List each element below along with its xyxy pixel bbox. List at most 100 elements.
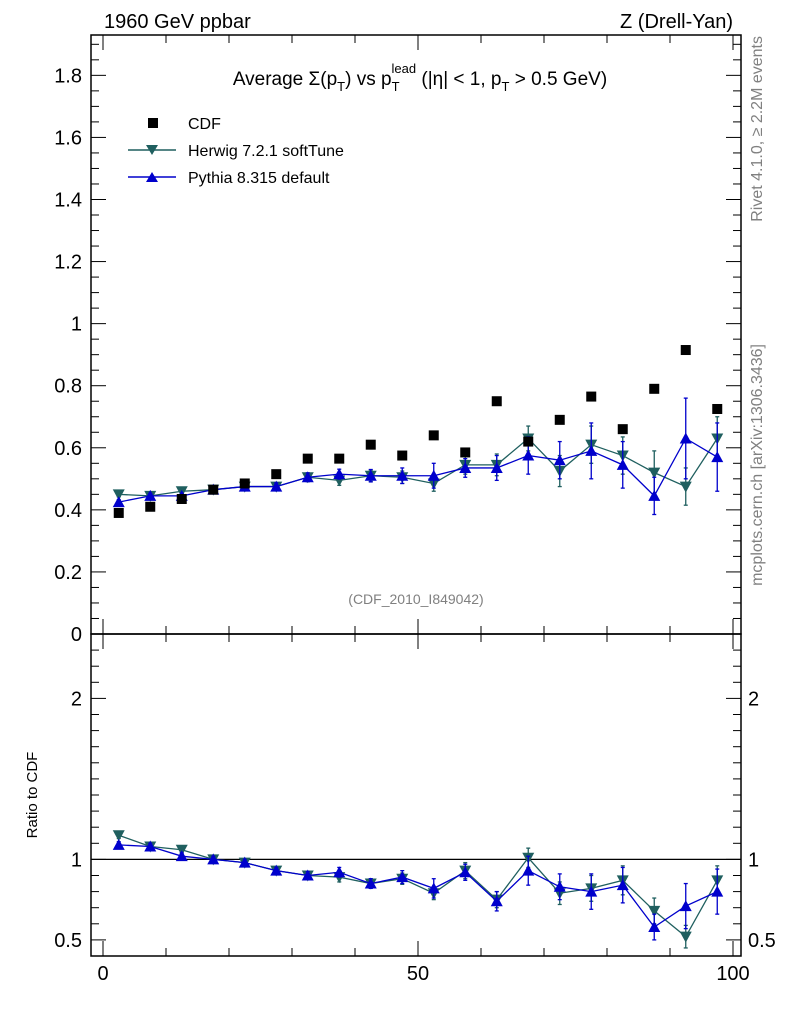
herwig-ratio-point: [112, 830, 125, 842]
cdf-main-point: [617, 424, 628, 435]
pythia-ratio-point: [238, 856, 251, 868]
legend: CDF Herwig 7.2.1 softTune Pythia 8.315 d…: [128, 116, 344, 187]
title-end: > 0.5 GeV): [509, 69, 607, 90]
pythia-ratio-point: [112, 838, 125, 850]
plot-title: Average Σ(pT) vs pTlead (|η| < 1, pT > 0…: [233, 61, 607, 94]
pythia-ratio-point: [301, 869, 314, 881]
ratio-y-tick-label-right: 1: [748, 849, 759, 871]
main-y-tick-label: 0.4: [54, 500, 82, 522]
title-prefix: Average: [233, 69, 309, 90]
legend-pythia-label: Pythia 8.315 default: [188, 170, 330, 187]
ratio-y-tick-label-right: 2: [748, 688, 759, 710]
cdf-main-point: [302, 453, 313, 464]
mcplots-label: mcplots.cern.ch [arXiv:1306.3436]: [749, 344, 766, 586]
ratio-y-tick-label-left: 0.5: [54, 930, 82, 952]
pythia-ratio-point: [207, 853, 220, 865]
legend-cdf-marker: [148, 118, 158, 128]
pythia-ratio-point: [522, 864, 535, 876]
ratio-y-tick-label-left: 1: [71, 849, 82, 871]
main-y-tick-label: 0.8: [54, 376, 82, 398]
analysis-watermark: (CDF_2010_I849042): [348, 591, 483, 607]
pythia-ratio-point: [459, 866, 472, 878]
title-sub-t2: T: [392, 79, 400, 94]
main-y-tick-label: 0.2: [54, 562, 82, 584]
pythia-main-point: [648, 489, 661, 501]
herwig-ratio-line: [118, 834, 718, 938]
legend-herwig-marker: [146, 145, 158, 155]
main-y-tick-label: 1.8: [54, 65, 82, 87]
cdf-main-point: [460, 447, 471, 458]
herwig-ratio-point: [648, 905, 661, 917]
herwig-ratio-point: [679, 931, 692, 943]
pythia-main-point: [711, 451, 724, 463]
chart-marks: 0 0.2 0.4 0.6 0.8 1 1.2 1.4 1.6 1.8 0 50 100 0.5 0.5 1 1…: [54, 35, 776, 985]
pythia-ratio-point: [553, 880, 566, 892]
pythia-ratio-point: [364, 877, 377, 889]
cdf-main-point: [680, 345, 691, 356]
cdf-main-point: [428, 430, 439, 441]
title-sigma: Σ(p: [309, 69, 338, 90]
rivet-version-label: Rivet 4.1.0, ≥ 2.2M events: [749, 36, 766, 222]
herwig-main-point: [112, 489, 125, 501]
title-sup-lead: lead: [392, 61, 417, 76]
main-y-tick-label: 1: [71, 314, 82, 336]
pythia-ratio-point: [616, 879, 629, 891]
main-y-tick-label: 1.2: [54, 252, 82, 274]
pythia-ratio-point: [144, 840, 157, 852]
pythia-ratio-point: [396, 871, 409, 883]
cdf-main-point: [365, 439, 376, 450]
ratio-y-tick-label-right: 0.5: [748, 930, 776, 952]
cdf-main-point: [271, 469, 282, 480]
cdf-main-point: [491, 396, 502, 407]
herwig-main-point: [679, 481, 692, 493]
pythia-main-point: [270, 480, 283, 492]
ratio-y-tick-label-left: 2: [71, 688, 82, 710]
pythia-ratio-point: [175, 850, 188, 862]
header-left-label: 1960 GeV ppbar: [104, 11, 251, 33]
cdf-main-point: [208, 484, 219, 495]
pythia-main-point: [522, 449, 535, 461]
pythia-ratio-point: [585, 885, 598, 897]
title-suffix: (|η| < 1, p: [416, 69, 501, 90]
title-sub-t3: T: [502, 79, 510, 94]
main-y-tick-label: 1.4: [54, 189, 82, 211]
pythia-main-point: [585, 444, 598, 456]
ratio-plot-frame: [90, 633, 742, 957]
header-right-label: Z (Drell-Yan): [620, 11, 733, 33]
main-y-tick-label: 0: [71, 624, 82, 646]
pythia-ratio-point: [427, 882, 440, 894]
pythia-main-point: [459, 461, 472, 473]
pythia-main-point: [616, 458, 629, 470]
ratio-y-axis-label: Ratio to CDF: [24, 752, 41, 839]
cdf-main-point: [113, 507, 124, 518]
cdf-main-point: [586, 391, 597, 402]
pythia-ratio-point: [270, 864, 283, 876]
pythia-ratio-line: [118, 844, 718, 928]
pythia-ratio-point: [679, 900, 692, 912]
cdf-main-point: [649, 383, 660, 394]
cdf-main-point: [523, 436, 534, 447]
pythia-ratio-point: [648, 921, 661, 933]
pythia-main-point: [112, 496, 125, 508]
x-tick-label: 50: [407, 963, 429, 985]
cdf-main-point: [145, 501, 156, 512]
pythia-main-line: [118, 437, 718, 503]
pythia-main-point: [364, 469, 377, 481]
cdf-main-point: [397, 450, 408, 461]
cdf-main-point: [334, 453, 345, 464]
herwig-main-point: [648, 467, 661, 479]
cdf-main-point: [554, 414, 565, 425]
main-y-tick-label: 0.6: [54, 438, 82, 460]
legend-herwig-label: Herwig 7.2.1 softTune: [188, 143, 344, 160]
pythia-main-point: [301, 471, 314, 483]
pythia-main-point: [333, 468, 346, 480]
pythia-main-point: [553, 454, 566, 466]
pythia-main-point: [679, 432, 692, 444]
cdf-main-point: [176, 493, 187, 504]
pythia-ratio-point: [490, 895, 503, 907]
pythia-main-point: [490, 461, 503, 473]
x-tick-label: 100: [716, 963, 749, 985]
main-y-tick-label: 1.6: [54, 127, 82, 149]
legend-pythia-marker: [146, 172, 158, 182]
